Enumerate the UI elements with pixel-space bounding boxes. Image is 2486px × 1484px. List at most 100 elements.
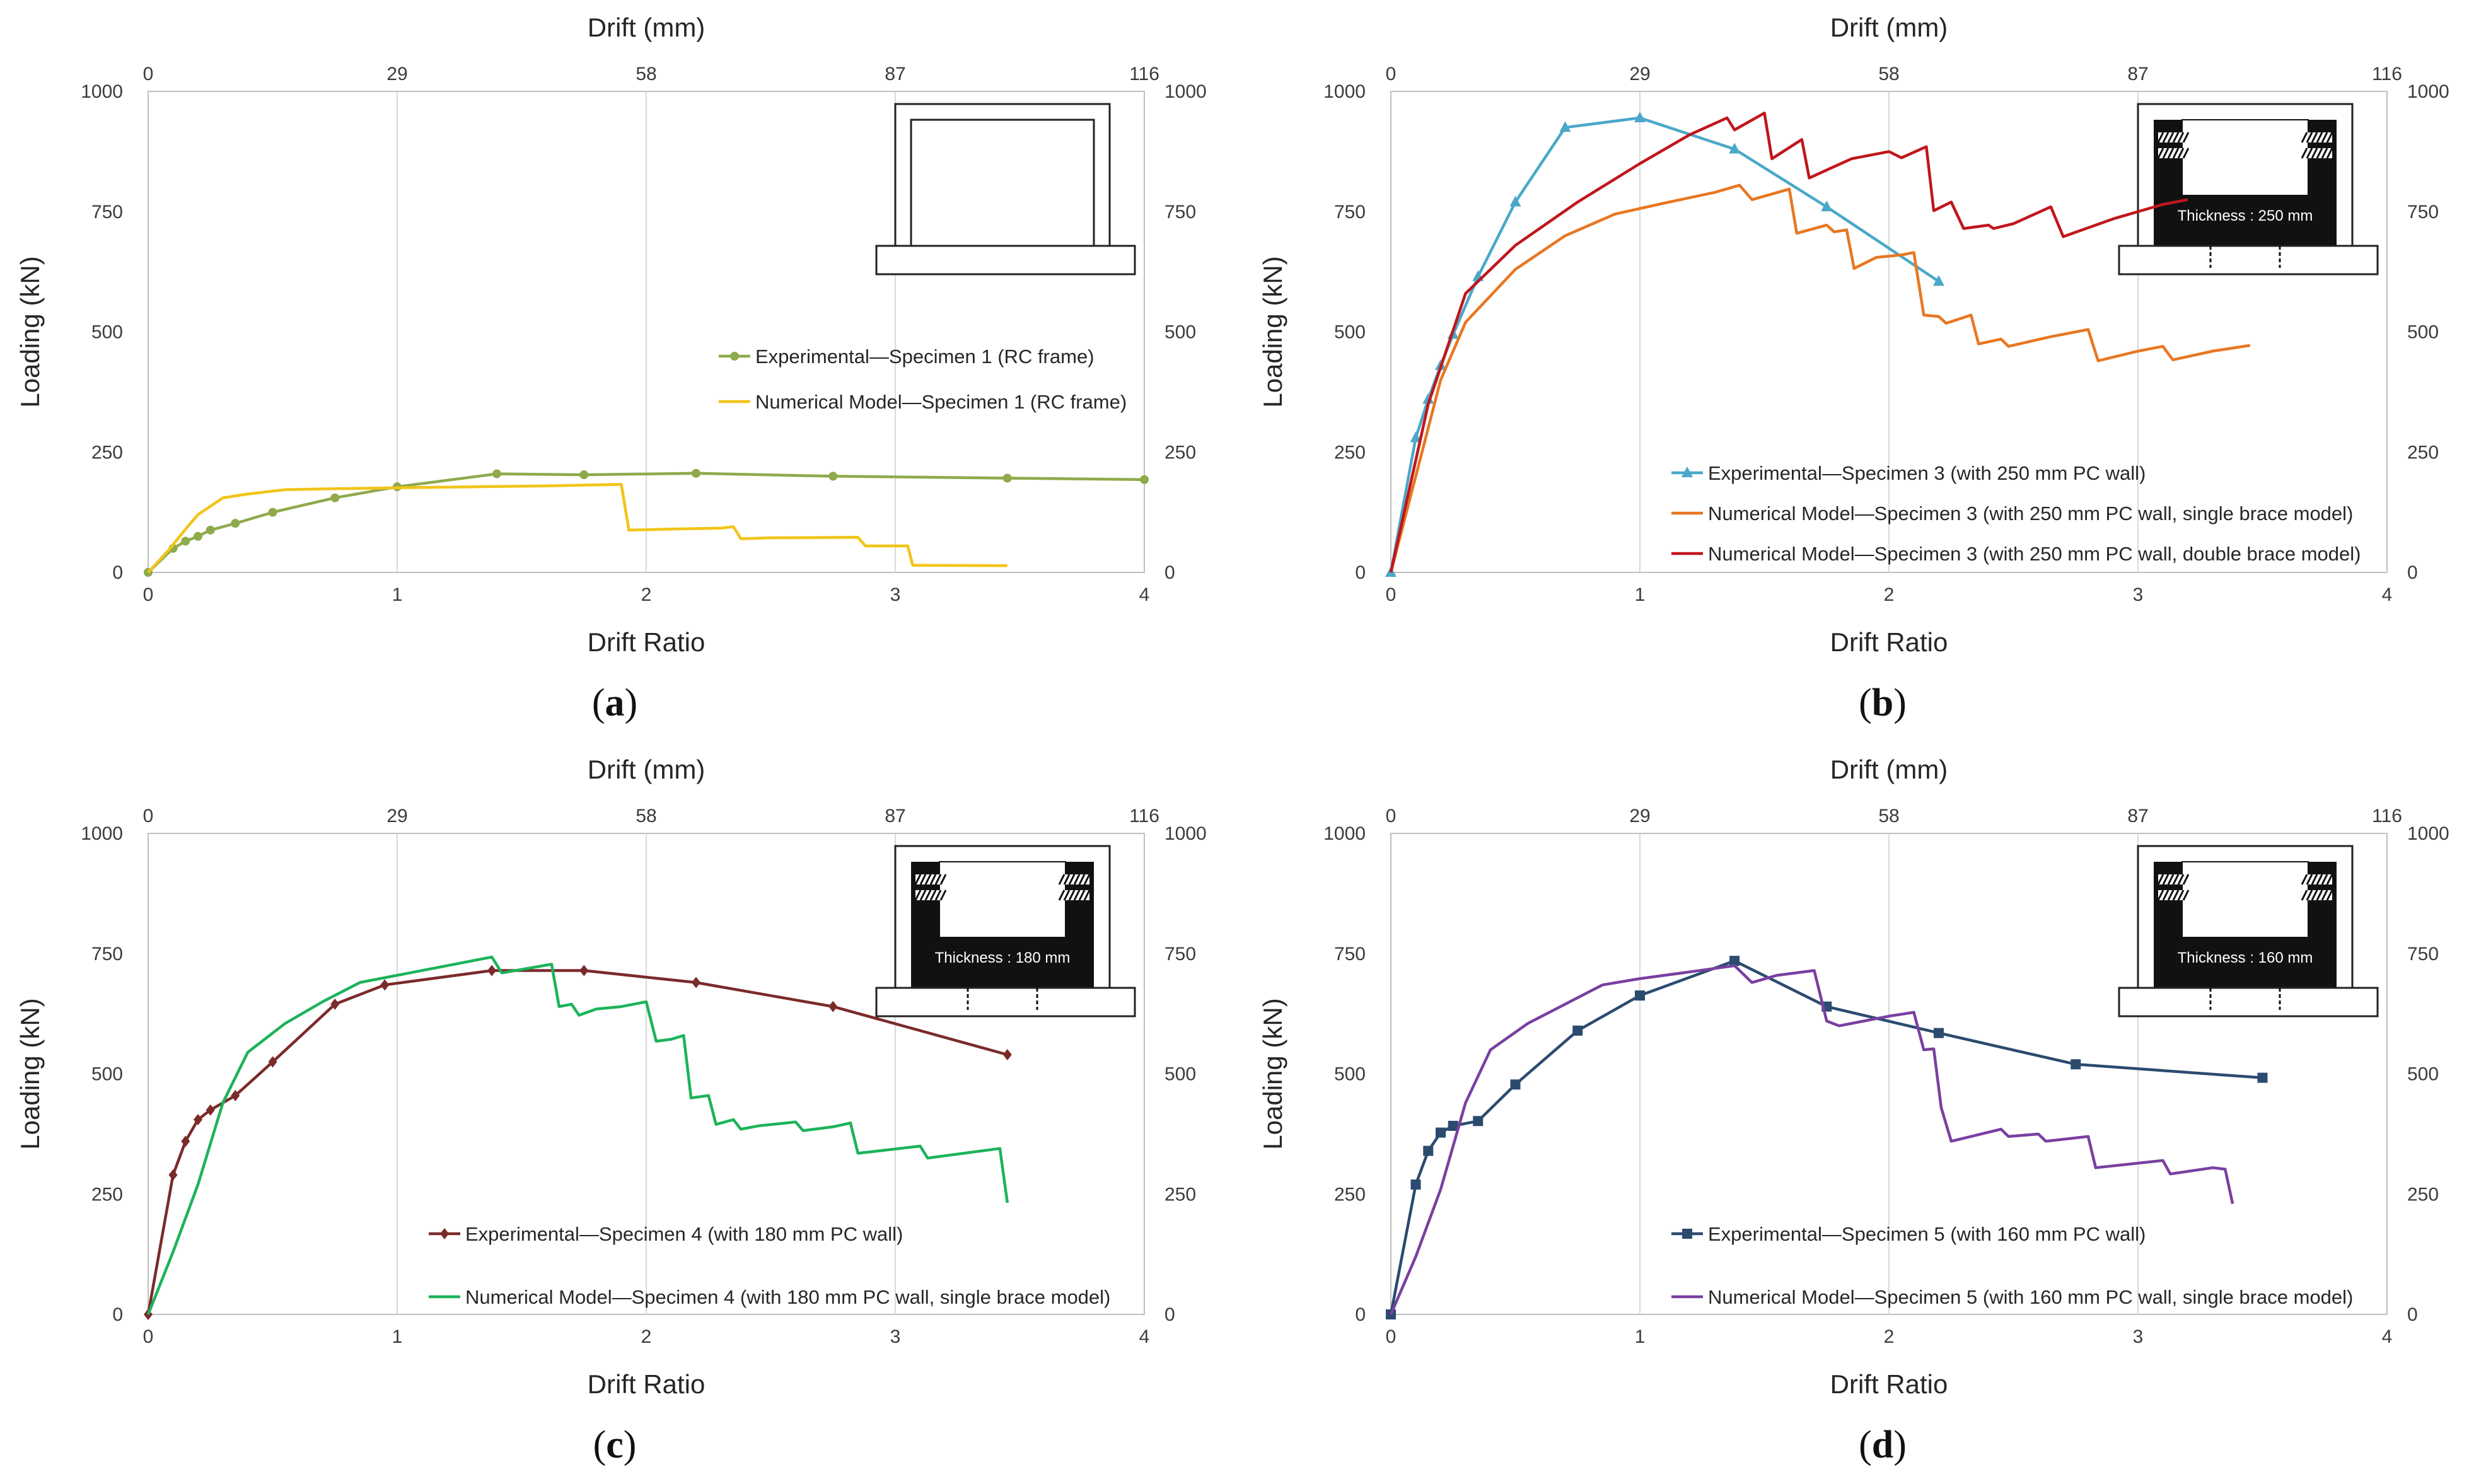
x2-tick-label: 58 xyxy=(1878,64,1899,84)
data-point xyxy=(1729,956,1740,966)
data-point xyxy=(330,493,340,502)
y-tick-label: 500 xyxy=(91,322,123,343)
inset-hatch-line xyxy=(2177,874,2185,885)
specimen-inset xyxy=(875,103,1136,275)
x-tick-label: 0 xyxy=(143,584,154,605)
y2-tick-label: 250 xyxy=(1165,1184,1196,1205)
inset-hatch-line xyxy=(2316,148,2323,159)
inset-hatch-line xyxy=(2182,148,2190,159)
legend-marker xyxy=(1682,467,1693,477)
legend-label: Numerical Model—Specimen 1 (RC frame) xyxy=(755,391,1127,413)
x-tick-label: 4 xyxy=(2382,584,2393,605)
legend-label: Experimental—Specimen 1 (RC frame) xyxy=(755,345,1095,368)
y2-tick-label: 750 xyxy=(1165,944,1196,965)
legend: Experimental—Specimen 3 (with 250 mm PC … xyxy=(1671,462,2361,565)
data-point xyxy=(268,507,277,517)
x2-tick-label: 0 xyxy=(1386,64,1397,84)
data-point xyxy=(1821,200,1833,212)
inset-hatch-line xyxy=(924,890,932,901)
inset-hatch-line xyxy=(2172,874,2180,885)
x2-tick-label: 0 xyxy=(143,64,154,84)
y-tick-label: 750 xyxy=(91,944,123,965)
chart-panel-d: 0 1 2 3 4 0 29 58 87 116 0 250 500 750 1000 0 250 500 750 1… xyxy=(1243,742,2485,1484)
inset-connector-hatch xyxy=(2301,148,2333,159)
y2-tick-label: 1000 xyxy=(1165,823,1207,844)
inset-hatch-line xyxy=(2172,132,2180,143)
data-point xyxy=(181,1135,190,1147)
x-tick-label: 2 xyxy=(1884,1326,1895,1347)
inset-hatch-line xyxy=(2167,874,2175,885)
y-axis-title: Loading (kN) xyxy=(15,256,45,407)
legend-label: Numerical Model—Specimen 3 (with 250 mm … xyxy=(1708,502,2353,525)
y-tick-label: 0 xyxy=(112,562,123,583)
inset-hatch-line xyxy=(2172,148,2180,159)
data-point xyxy=(168,1169,178,1181)
legend-label: Experimental—Specimen 5 (with 160 mm PC … xyxy=(1708,1223,2146,1245)
inset-hatch-line xyxy=(2167,890,2175,901)
data-point xyxy=(231,519,240,528)
y-tick-label: 1000 xyxy=(1323,81,1366,102)
x2-tick-label: 87 xyxy=(2127,64,2148,84)
data-point xyxy=(206,525,215,535)
data-point xyxy=(487,965,497,977)
legend: Experimental—Specimen 1 (RC frame) Numeri… xyxy=(719,345,1127,413)
inset-thickness-note: Thickness : 180 mm xyxy=(935,949,1071,966)
inset-hatch-line xyxy=(2321,874,2328,885)
legend: Experimental—Specimen 5 (with 160 mm PC … xyxy=(1671,1223,2353,1308)
chart-svg-b: 0 1 2 3 40 29 58 87 1160250500750100002505007501… xyxy=(1258,13,2449,724)
x-tick-label: 3 xyxy=(890,584,901,605)
x-tick-label: 4 xyxy=(1139,584,1150,605)
inset-connector-box xyxy=(2302,890,2332,900)
specimen-inset: Thickness : 160 mm xyxy=(2118,845,2379,1017)
legend: Experimental—Specimen 4 (with 180 mm PC … xyxy=(429,1223,1110,1308)
inset-hatch-line xyxy=(2177,148,2185,159)
inset-connector-hatch xyxy=(2301,132,2333,143)
data-point xyxy=(194,531,202,541)
inset-hatch-line xyxy=(2326,132,2333,143)
data-point xyxy=(692,468,700,478)
inset-hatch-line xyxy=(2311,890,2318,901)
data-point xyxy=(1559,121,1571,132)
series-2 xyxy=(146,955,1009,1315)
x-tick-label: 4 xyxy=(1139,1326,1150,1347)
data-point xyxy=(1933,275,1944,286)
series-line xyxy=(147,483,1008,574)
inset-hatch-line xyxy=(2326,148,2333,159)
inset-hatch-line xyxy=(929,874,937,885)
inset-hatch-line xyxy=(1083,890,1091,901)
x2-axis-title: Drift (mm) xyxy=(588,755,706,784)
series-line xyxy=(1389,183,2251,573)
legend-item-1: Experimental—Specimen 3 (with 250 mm PC … xyxy=(1671,462,2146,484)
inset-hatch-line xyxy=(924,874,932,885)
inset-hatch-line xyxy=(1058,890,1066,901)
y-tick-label: 750 xyxy=(1334,202,1366,223)
y2-tick-label: 500 xyxy=(1165,1064,1196,1085)
data-point xyxy=(380,979,390,991)
data-point xyxy=(1002,1048,1012,1060)
x2-axis-title: Drift (mm) xyxy=(588,13,706,42)
specimen-inset: Thickness : 180 mm xyxy=(875,845,1136,1017)
series-2 xyxy=(147,483,1008,574)
series-line xyxy=(1389,112,2188,573)
inset-connector-box xyxy=(2158,874,2188,884)
chart-svg-c: 0 1 2 3 40 29 58 87 1160250500750100002505007501… xyxy=(15,755,1207,1466)
inset-connector-box xyxy=(2302,874,2332,884)
inset-hatch-line xyxy=(934,890,942,901)
x2-tick-label: 116 xyxy=(2372,806,2402,826)
x2-tick-label: 87 xyxy=(885,64,905,84)
inset-connector-box xyxy=(1059,890,1089,900)
inset-hatch-line xyxy=(2301,890,2308,901)
y-tick-label: 0 xyxy=(112,1304,123,1325)
data-point xyxy=(1436,1127,1446,1138)
y2-tick-label: 500 xyxy=(1165,322,1196,343)
data-point xyxy=(1473,1116,1484,1127)
x-tick-label: 3 xyxy=(890,1326,901,1347)
inset-opening xyxy=(2181,861,2309,938)
data-point xyxy=(492,469,501,478)
data-point xyxy=(1448,1120,1458,1131)
y2-tick-label: 500 xyxy=(2407,322,2439,343)
y-tick-label: 1000 xyxy=(1323,823,1366,844)
inset-hatch-line xyxy=(2157,132,2164,143)
inset-hatch-line xyxy=(914,890,922,901)
x-tick-label: 1 xyxy=(392,1326,403,1347)
